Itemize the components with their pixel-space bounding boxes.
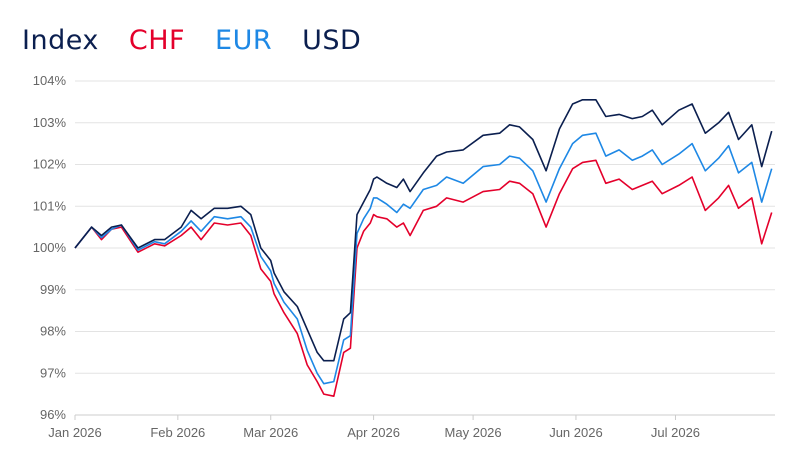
y-tick-label: 97% bbox=[40, 365, 66, 380]
legend-item-eur[interactable]: EUR bbox=[215, 25, 273, 56]
x-tick-label: May 2026 bbox=[445, 425, 502, 440]
series-line-eur bbox=[74, 132, 773, 385]
y-tick-label: 102% bbox=[33, 157, 67, 172]
series-line-chf bbox=[74, 159, 773, 398]
x-tick-label: Mar 2026 bbox=[243, 425, 298, 440]
legend-item-chf[interactable]: CHF bbox=[128, 25, 186, 56]
x-tick-label: Jun 2026 bbox=[549, 425, 603, 440]
x-tick-label: Jan 2026 bbox=[48, 425, 102, 440]
y-tick-label: 99% bbox=[40, 282, 66, 297]
legend: Index CHF EUR USD bbox=[22, 24, 361, 58]
y-tick-label: 98% bbox=[40, 324, 66, 339]
y-tick-label: 103% bbox=[33, 115, 67, 130]
y-tick-label: 101% bbox=[33, 198, 67, 213]
series-line-usd bbox=[74, 99, 773, 362]
y-tick-label: 104% bbox=[33, 73, 67, 88]
legend-title: Index bbox=[22, 25, 99, 56]
x-tick-label: Apr 2026 bbox=[347, 425, 400, 440]
x-tick-label: Feb 2026 bbox=[150, 425, 205, 440]
y-tick-label: 100% bbox=[33, 240, 67, 255]
y-tick-label: 96% bbox=[40, 407, 66, 422]
x-tick-label: Jul 2026 bbox=[651, 425, 700, 440]
legend-item-usd[interactable]: USD bbox=[302, 25, 362, 56]
